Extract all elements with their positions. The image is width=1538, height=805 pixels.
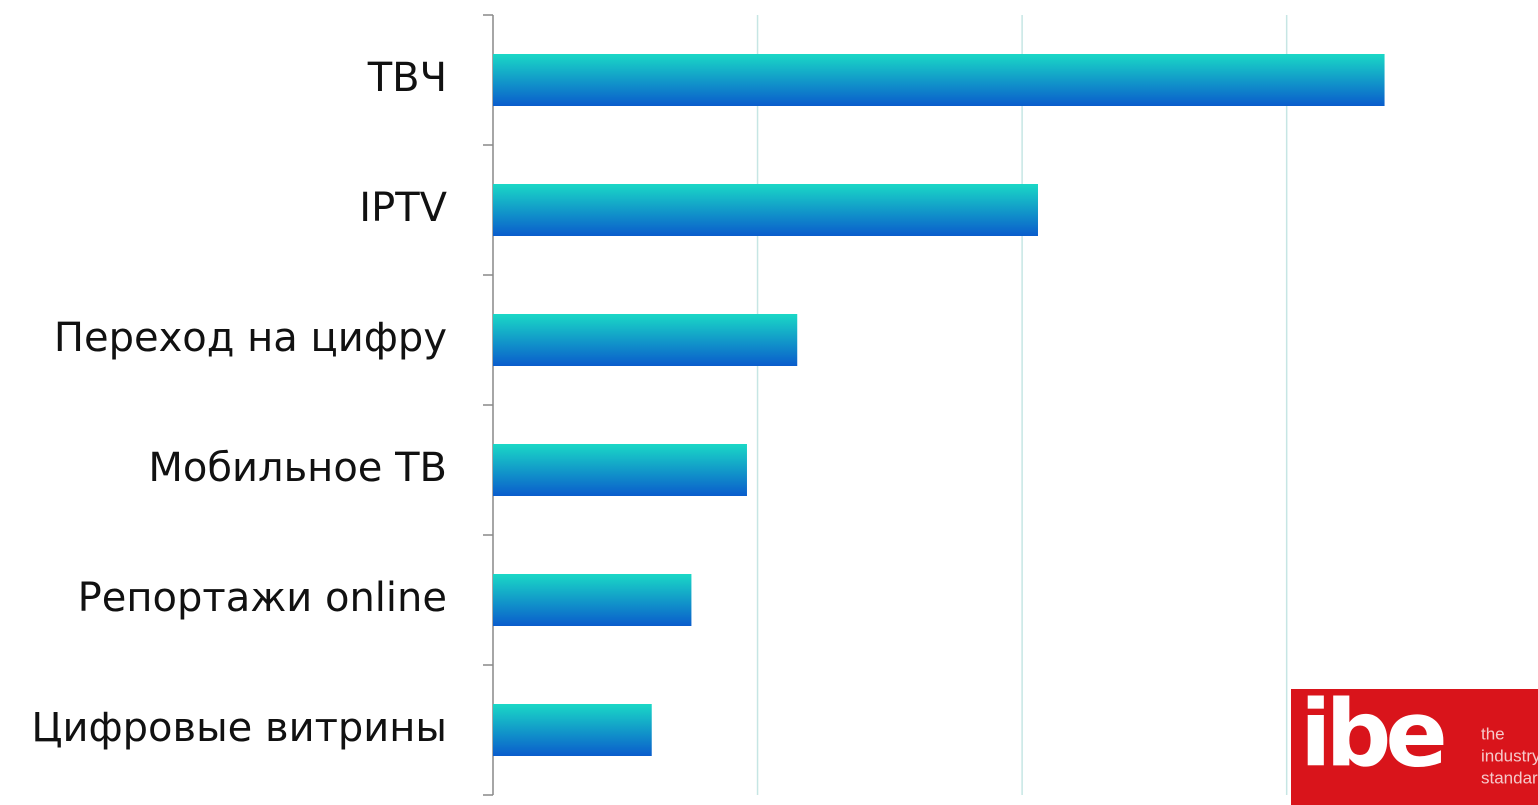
category-label: Репортажи online bbox=[78, 575, 447, 621]
bar bbox=[493, 314, 798, 366]
bar bbox=[493, 444, 747, 496]
logo-tagline: the bbox=[1481, 724, 1505, 743]
category-label: Переход на цифру bbox=[54, 315, 447, 361]
logo: ibe the industry standard bbox=[1291, 680, 1538, 805]
bar bbox=[493, 704, 652, 756]
logo-tagline: standard bbox=[1481, 768, 1538, 787]
bar bbox=[493, 54, 1385, 106]
logo-box bbox=[1291, 689, 1538, 805]
category-label: Цифровые витрины bbox=[31, 705, 447, 751]
bar bbox=[493, 574, 692, 626]
category-label: ТВЧ bbox=[367, 55, 447, 101]
bar bbox=[493, 184, 1038, 236]
category-label: IPTV bbox=[359, 185, 447, 231]
logo-tagline: industry bbox=[1481, 746, 1538, 765]
category-label: Мобильное ТВ bbox=[148, 445, 447, 491]
logo-brand: ibe bbox=[1300, 680, 1443, 787]
